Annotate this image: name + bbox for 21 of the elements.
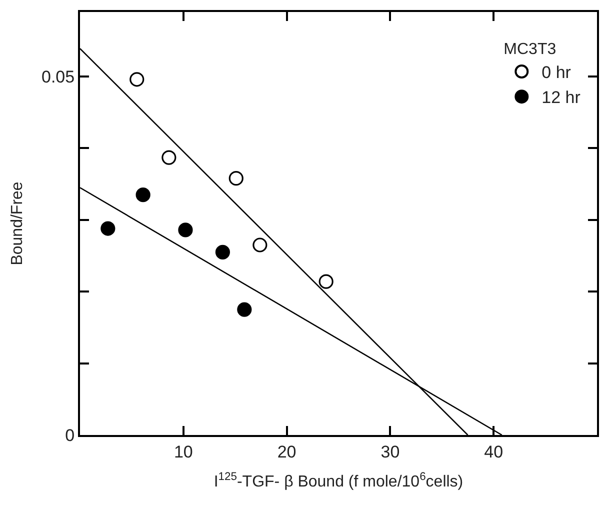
legend-label: 0 hr <box>542 63 572 82</box>
point <box>136 188 150 202</box>
y-tick-label: 0 <box>65 426 75 445</box>
x-axis-title: I$^{125}$-TGF- β Bound (f mole/10$^{6}$cells) <box>214 470 464 491</box>
y-axis-title: Bound/Free <box>8 182 26 266</box>
y-tick-label: 0.05 <box>42 67 75 86</box>
x-tick-label: 30 <box>380 442 400 462</box>
x-tick-label: 20 <box>277 442 296 462</box>
point <box>252 238 268 252</box>
point <box>100 221 116 236</box>
point <box>130 72 144 87</box>
legend-label: 12 hr <box>542 88 581 108</box>
point <box>215 244 230 260</box>
point <box>237 302 252 317</box>
x-tick-label: 40 <box>484 442 504 462</box>
point <box>178 222 193 238</box>
point <box>228 171 244 186</box>
point <box>318 274 334 289</box>
x-tick-label: 10 <box>174 442 193 462</box>
legend-title: MC3T3 <box>504 40 556 58</box>
point <box>162 150 176 165</box>
